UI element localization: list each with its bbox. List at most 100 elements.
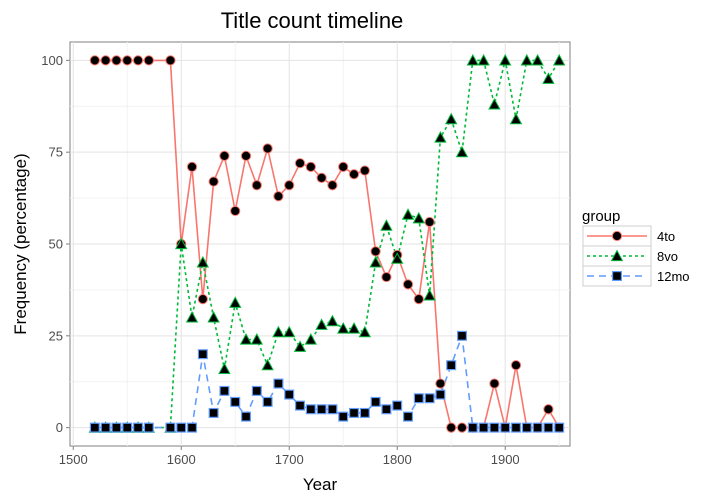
data-point-12mo xyxy=(111,422,122,433)
legend-key-marker xyxy=(610,249,624,262)
data-point-12mo xyxy=(500,422,511,433)
data-point-4to xyxy=(294,158,306,169)
data-point-4to xyxy=(230,205,241,217)
x-tick-label: 1700 xyxy=(275,452,304,467)
data-point-12mo xyxy=(392,400,403,411)
data-point-8vo xyxy=(196,255,210,268)
data-point-8vo xyxy=(520,53,534,66)
data-point-12mo xyxy=(511,422,522,433)
data-point-4to xyxy=(327,180,338,191)
data-point-8vo xyxy=(326,314,339,327)
data-point-8vo xyxy=(250,333,264,345)
data-point-4to xyxy=(251,180,262,191)
series-points-12mo xyxy=(89,330,565,433)
data-point-12mo xyxy=(262,396,273,407)
data-point-12mo xyxy=(446,360,457,371)
legend-key-marker xyxy=(611,271,622,282)
data-point-12mo xyxy=(435,389,446,400)
y-tick-label: 0 xyxy=(56,420,63,435)
x-axis-title: Year xyxy=(303,475,338,494)
data-point-8vo xyxy=(304,333,318,345)
data-point-12mo xyxy=(349,407,360,418)
data-point-12mo xyxy=(554,422,565,433)
y-tick-label: 100 xyxy=(41,53,63,68)
data-point-8vo xyxy=(477,53,490,66)
data-point-8vo xyxy=(509,112,523,125)
data-point-8vo xyxy=(315,318,328,330)
data-point-8vo xyxy=(218,362,231,374)
x-axis: 1500 1600 1700 1800 1900 xyxy=(59,446,520,467)
data-point-4to xyxy=(197,293,208,305)
legend-item-8vo: 8vo xyxy=(582,245,678,267)
legend-item-4to: 4to xyxy=(582,225,675,247)
data-point-4to xyxy=(413,293,424,305)
data-point-4to xyxy=(284,180,295,191)
y-tick-label: 25 xyxy=(49,328,63,343)
data-point-4to xyxy=(273,191,284,202)
data-point-12mo xyxy=(89,422,100,433)
data-point-4to xyxy=(424,216,435,228)
data-point-8vo xyxy=(207,311,220,323)
data-point-12mo xyxy=(489,422,500,433)
data-point-4to xyxy=(543,404,554,415)
data-point-8vo xyxy=(423,288,436,301)
data-point-12mo xyxy=(208,407,219,418)
data-point-12mo xyxy=(165,422,176,433)
y-axis-title: Frequency (percentage) xyxy=(11,153,30,334)
y-axis: 0 25 50 75 100 xyxy=(41,53,70,435)
data-point-4to xyxy=(338,161,349,172)
data-point-12mo xyxy=(122,422,133,433)
data-point-12mo xyxy=(327,404,338,415)
data-point-8vo xyxy=(358,325,372,338)
data-point-12mo xyxy=(478,422,489,433)
data-point-8vo xyxy=(369,255,382,268)
data-point-8vo xyxy=(531,53,544,66)
data-point-8vo xyxy=(488,97,501,110)
data-point-8vo xyxy=(390,252,404,264)
data-point-4to xyxy=(122,55,133,66)
data-point-4to xyxy=(456,422,468,433)
data-point-12mo xyxy=(187,422,198,433)
data-point-8vo xyxy=(444,112,458,125)
data-point-8vo xyxy=(542,72,555,84)
data-point-4to xyxy=(89,55,100,66)
data-point-12mo xyxy=(230,396,241,407)
x-tick-label: 1500 xyxy=(59,452,88,467)
minor-gridlines xyxy=(70,42,570,446)
data-point-8vo xyxy=(174,237,188,250)
data-point-4to xyxy=(208,176,219,187)
data-point-8vo xyxy=(228,296,242,308)
data-point-8vo xyxy=(466,53,480,66)
chart-title: Title count timeline xyxy=(221,8,404,33)
data-point-12mo xyxy=(521,422,532,433)
data-point-12mo xyxy=(284,389,295,400)
data-point-8vo xyxy=(401,208,415,220)
legend-item-12mo: 12mo xyxy=(582,265,690,287)
data-point-8vo xyxy=(434,131,447,143)
legend-label: 12mo xyxy=(657,269,690,284)
data-point-4to xyxy=(359,165,370,176)
data-point-12mo xyxy=(295,400,306,411)
y-tick-label: 50 xyxy=(49,237,63,252)
data-point-12mo xyxy=(457,330,468,341)
data-point-8vo xyxy=(380,219,393,231)
data-point-8vo xyxy=(336,322,350,334)
data-point-4to xyxy=(305,161,316,172)
data-point-8vo xyxy=(552,53,566,66)
data-point-8vo xyxy=(455,145,469,158)
data-point-12mo xyxy=(176,422,187,433)
legend-key-marker xyxy=(611,230,623,242)
data-point-4to xyxy=(240,150,252,161)
data-point-4to xyxy=(510,360,522,371)
data-point-12mo xyxy=(273,378,284,389)
data-point-8vo xyxy=(261,358,274,371)
data-point-12mo xyxy=(338,411,349,422)
data-point-4to xyxy=(132,55,144,66)
data-point-12mo xyxy=(543,422,554,433)
data-point-4to xyxy=(316,172,327,183)
data-point-8vo xyxy=(412,211,426,224)
data-point-12mo xyxy=(403,411,414,422)
data-point-8vo xyxy=(272,325,285,338)
legend: group 4to 8vo 12mo xyxy=(582,208,690,287)
